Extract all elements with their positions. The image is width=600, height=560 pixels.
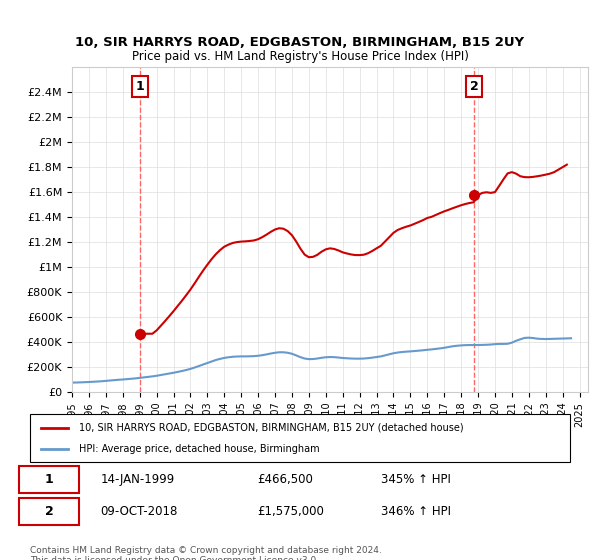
Text: 1: 1 <box>136 80 145 93</box>
FancyBboxPatch shape <box>30 414 570 462</box>
Text: HPI: Average price, detached house, Birmingham: HPI: Average price, detached house, Birm… <box>79 444 319 454</box>
Text: Contains HM Land Registry data © Crown copyright and database right 2024.
This d: Contains HM Land Registry data © Crown c… <box>30 546 382 560</box>
Text: 2: 2 <box>470 80 479 93</box>
Text: Price paid vs. HM Land Registry's House Price Index (HPI): Price paid vs. HM Land Registry's House … <box>131 50 469 63</box>
Text: 10, SIR HARRYS ROAD, EDGBASTON, BIRMINGHAM, B15 2UY (detached house): 10, SIR HARRYS ROAD, EDGBASTON, BIRMINGH… <box>79 423 463 433</box>
Text: £1,575,000: £1,575,000 <box>257 505 323 519</box>
FancyBboxPatch shape <box>19 466 79 493</box>
Text: 346% ↑ HPI: 346% ↑ HPI <box>381 505 451 519</box>
Text: 14-JAN-1999: 14-JAN-1999 <box>100 473 175 486</box>
FancyBboxPatch shape <box>19 498 79 525</box>
Text: 09-OCT-2018: 09-OCT-2018 <box>100 505 178 519</box>
Text: £466,500: £466,500 <box>257 473 313 486</box>
Text: 345% ↑ HPI: 345% ↑ HPI <box>381 473 451 486</box>
Text: 2: 2 <box>44 505 53 519</box>
Text: 10, SIR HARRYS ROAD, EDGBASTON, BIRMINGHAM, B15 2UY: 10, SIR HARRYS ROAD, EDGBASTON, BIRMINGH… <box>76 36 524 49</box>
Text: 1: 1 <box>44 473 53 486</box>
